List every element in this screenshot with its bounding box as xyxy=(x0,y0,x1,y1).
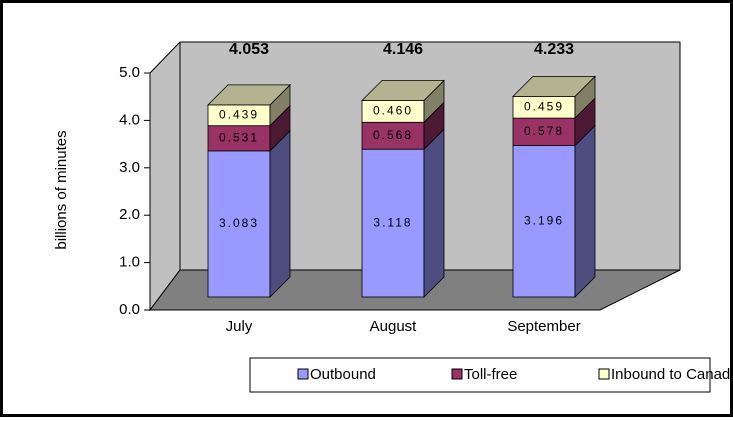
data-label: 3.196 xyxy=(524,213,564,227)
x-tick-label: August xyxy=(370,318,418,335)
data-label: 0.531 xyxy=(219,130,259,144)
y-tick-label: 4.0 xyxy=(119,111,140,128)
y-tick-label: 3.0 xyxy=(119,159,140,176)
y-tick-label: 0.0 xyxy=(119,301,140,318)
legend-swatch xyxy=(297,368,309,380)
legend-label: Outbound xyxy=(310,366,376,383)
data-label: 0.578 xyxy=(524,124,564,138)
bar-side xyxy=(574,124,596,298)
bar-segment xyxy=(512,124,596,298)
bar-side xyxy=(269,129,291,298)
bar-front xyxy=(361,121,425,150)
y-axis-label: billions of minutes xyxy=(53,130,70,249)
data-label: 0.459 xyxy=(524,99,564,113)
bar-segment xyxy=(361,79,445,124)
bar-front xyxy=(512,117,576,146)
bar-side xyxy=(423,128,445,298)
total-label: 4.053 xyxy=(229,41,269,58)
bar-top xyxy=(361,80,445,101)
x-tick-label: September xyxy=(507,318,580,335)
x-tick-label: July xyxy=(226,318,253,335)
bar-segment xyxy=(512,97,596,147)
legend-swatch xyxy=(598,368,610,380)
total-label: 4.146 xyxy=(383,41,423,58)
y-tick-label: 2.0 xyxy=(119,206,140,223)
bar-segment xyxy=(512,75,596,120)
legend-label: Inbound to Canada xyxy=(611,366,733,383)
data-label: 3.118 xyxy=(373,215,412,229)
y-tick-label: 1.0 xyxy=(119,254,140,271)
data-label: 0.439 xyxy=(219,107,259,121)
bar-top xyxy=(207,84,291,106)
total-label: 4.233 xyxy=(534,41,574,58)
bar-segment xyxy=(207,104,291,152)
data-label: 0.460 xyxy=(373,104,413,118)
bar-segment xyxy=(361,128,445,298)
legend-swatch xyxy=(451,368,463,380)
y-tick-label: 5.0 xyxy=(119,64,140,81)
bar-top xyxy=(512,75,596,97)
bar-segment xyxy=(207,129,291,298)
bar-front xyxy=(207,150,271,298)
bar-segment xyxy=(207,83,291,127)
legend xyxy=(249,357,711,393)
bar-front xyxy=(361,148,425,298)
data-label: 0.568 xyxy=(373,128,413,142)
legend-label: Toll-free xyxy=(464,366,517,383)
bar-front xyxy=(512,145,576,298)
data-label: 3.083 xyxy=(219,216,259,230)
